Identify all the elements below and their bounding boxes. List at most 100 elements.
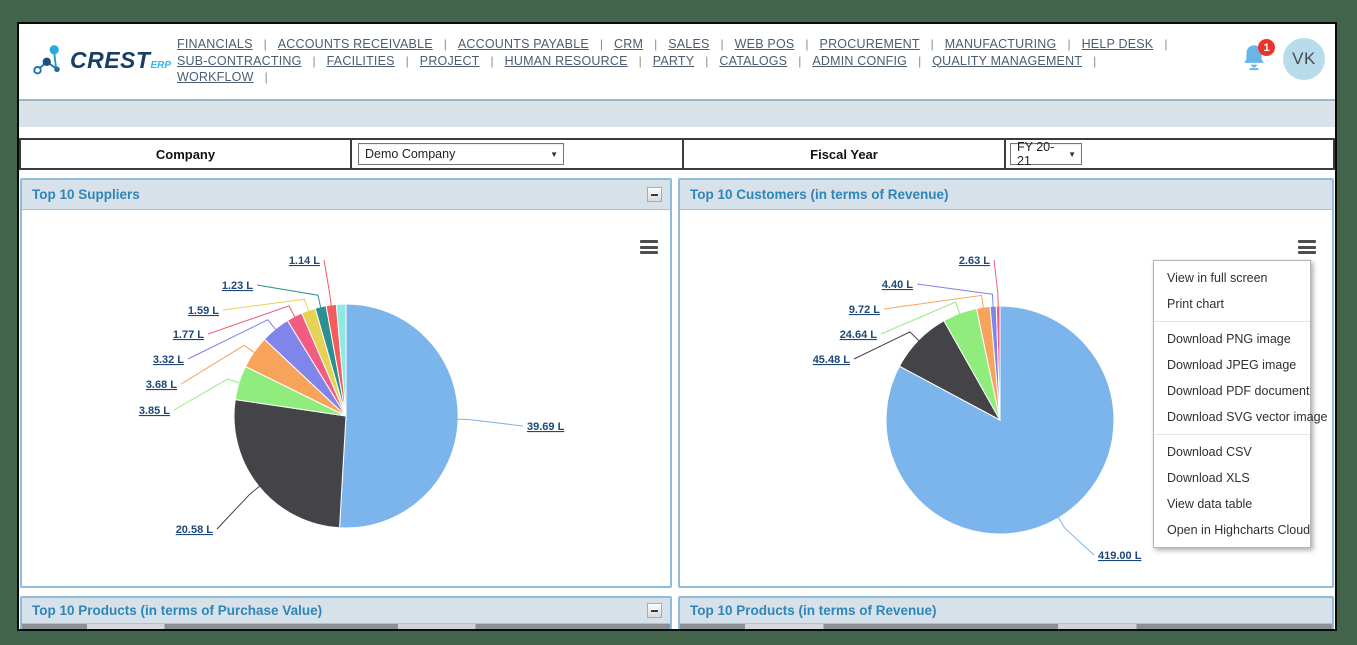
label-connector	[883, 294, 984, 310]
nav-separator: |	[654, 37, 658, 51]
label-connector	[916, 283, 994, 308]
chevron-down-icon: ▼	[1068, 149, 1076, 159]
nav-separator: |	[638, 53, 642, 68]
nav-link-human-resource[interactable]: HUMAN RESOURCE	[504, 53, 628, 68]
nav-separator: |	[490, 53, 494, 68]
nav-link-procurement[interactable]: PROCUREMENT	[819, 37, 920, 51]
nav-link-accounts-payable[interactable]: ACCOUNTS PAYABLE	[457, 37, 589, 51]
label-connector	[993, 259, 999, 308]
nav-link-party[interactable]: PARTY	[652, 53, 695, 68]
notification-badge: 1	[1258, 39, 1275, 56]
fiscal-year-label: Fiscal Year	[684, 140, 1006, 168]
label-connector	[1057, 516, 1095, 556]
data-label: 45.48 L	[813, 354, 851, 366]
nav-link-quality-management[interactable]: QUALITY MANAGEMENT	[932, 53, 1083, 68]
nav-link-accounts-receivable[interactable]: ACCOUNTS RECEIVABLE	[277, 37, 433, 51]
nav-separator: |	[599, 37, 604, 51]
menu-item-download-csv[interactable]: Download CSV	[1167, 445, 1252, 459]
menu-item-download-xls[interactable]: Download XLS	[1167, 471, 1250, 485]
main-nav: FINANCIALS | ACCOUNTS RECEIVABLE | ACCOUNTS …	[171, 32, 1241, 86]
collapse-button[interactable]	[647, 603, 662, 618]
app-header: CREST ERP FINANCIALS | ACCOUNTS RECEIVABLE…	[19, 24, 1335, 97]
company-select-value: Demo Company	[365, 147, 456, 161]
data-label: 4.40 L	[882, 279, 913, 291]
panel-top-suppliers: Top 10 Suppliers 1.14 L 1.23 L 1.59 L 1.77 …	[20, 178, 672, 588]
customers-pie-chart: 2.63 L 4.40 L 9.72 L 24.64 L 45.48 L 419.00 L	[813, 255, 1142, 562]
menu-item-view-in-full-screen[interactable]: View in full screen	[1167, 271, 1268, 285]
logo-text: CREST	[69, 46, 151, 73]
menu-item-print-chart[interactable]: Print chart	[1167, 297, 1224, 311]
minus-icon	[651, 193, 658, 196]
nav-link-web-pos[interactable]: WEB POS	[734, 37, 795, 51]
chart-export-menu: View in full screen Print chart Download P…	[1153, 260, 1328, 548]
notifications-button[interactable]: 1	[1241, 39, 1275, 75]
nav-link-help-desk[interactable]: HELP DESK	[1081, 37, 1154, 51]
menu-item-open-in-highcharts-cloud[interactable]: Open in Highcharts Cloud	[1167, 523, 1311, 537]
panel-title: Top 10 Suppliers	[32, 187, 140, 202]
nav-link-crm[interactable]: CRM	[614, 37, 644, 51]
nav-separator: |	[405, 53, 409, 68]
nav-separator: |	[930, 37, 934, 51]
nav-separator: |	[705, 53, 709, 68]
nav-link-sub-contracting[interactable]: SUB-CONTRACTING	[177, 53, 302, 68]
data-label: 1.77 L	[173, 329, 204, 341]
cut-off-content	[22, 624, 670, 629]
nav-link-catalogs[interactable]: CATALOGS	[719, 53, 788, 68]
label-connector	[187, 319, 277, 360]
nav-link-sales[interactable]: SALES	[668, 37, 710, 51]
menu-item-download-svg-vector-image[interactable]: Download SVG vector image	[1167, 410, 1328, 424]
label-connector	[207, 305, 296, 335]
menu-item-download-png-image[interactable]: Download PNG image	[1167, 332, 1291, 346]
label-connector	[256, 284, 322, 309]
minus-icon	[651, 609, 658, 612]
data-label: 1.23 L	[222, 280, 253, 292]
pie-slice[interactable]	[338, 303, 459, 529]
company-select[interactable]: Demo Company ▼	[358, 143, 564, 165]
crest-logo[interactable]: CREST ERP	[31, 40, 171, 80]
data-label: 3.85 L	[139, 405, 170, 417]
nav-separator: |	[443, 37, 447, 51]
fiscal-year-select-value: FY 20-21	[1017, 140, 1055, 168]
fiscal-year-select[interactable]: FY 20-21 ▼	[1010, 140, 1082, 168]
chevron-down-icon: ▼	[550, 149, 558, 159]
nav-link-admin-config[interactable]: ADMIN CONFIG	[812, 53, 908, 68]
label-connector	[222, 298, 310, 312]
nav-separator: |	[1164, 37, 1168, 51]
collapse-button[interactable]	[647, 187, 662, 202]
chart-context-menu-button[interactable]	[640, 240, 658, 254]
menu-divider	[1154, 434, 1310, 435]
nav-separator: |	[312, 53, 316, 68]
panel-header: Top 10 Customers (in terms of Revenue)	[680, 180, 1332, 210]
menu-item-view-data-table[interactable]: View data table	[1167, 497, 1253, 511]
nav-link-project[interactable]: PROJECT	[419, 53, 480, 68]
menu-item-download-pdf-document[interactable]: Download PDF document	[1167, 384, 1310, 398]
pie-slice[interactable]	[335, 303, 347, 417]
header-actions: 1 VK	[1241, 38, 1325, 80]
suppliers-pie-chart: 1.14 L 1.23 L 1.59 L 1.77 L 3.32 L 3.68 L 3.85…	[139, 255, 565, 536]
data-label: 419.00 L	[1098, 550, 1142, 562]
nav-link-financials[interactable]: FINANCIALS	[177, 37, 253, 51]
nav-link-manufacturing[interactable]: MANUFACTURING	[944, 37, 1057, 51]
hamburger-icon	[640, 240, 658, 243]
pie-slice[interactable]	[233, 399, 347, 529]
panel-header: Top 10 Products (in terms of Purchase Va…	[22, 598, 670, 624]
nav-separator: |	[264, 70, 268, 84]
panel-title: Top 10 Customers (in terms of Revenue)	[690, 187, 949, 202]
nav-link-facilities[interactable]: FACILITIES	[326, 53, 395, 68]
data-label: 24.64 L	[840, 329, 878, 341]
menu-item-download-jpeg-image[interactable]: Download JPEG image	[1167, 358, 1297, 372]
chart-context-menu-button[interactable]	[1298, 240, 1316, 254]
toolbar-band	[19, 99, 1335, 127]
filter-bar: Company Demo Company ▼ Fiscal Year FY 20…	[19, 138, 1335, 170]
data-label: 9.72 L	[849, 304, 880, 316]
user-avatar[interactable]: VK	[1283, 38, 1325, 80]
nav-separator: |	[918, 53, 922, 68]
logo-suffix: ERP	[150, 59, 171, 71]
nav-link-workflow[interactable]: WORKFLOW	[177, 70, 254, 84]
nav-separator: |	[720, 37, 724, 51]
nav-separator: |	[805, 37, 809, 51]
nav-separator: |	[798, 53, 802, 68]
menu-divider	[1154, 321, 1310, 322]
hamburger-icon	[1298, 240, 1316, 243]
label-connector	[323, 259, 332, 307]
